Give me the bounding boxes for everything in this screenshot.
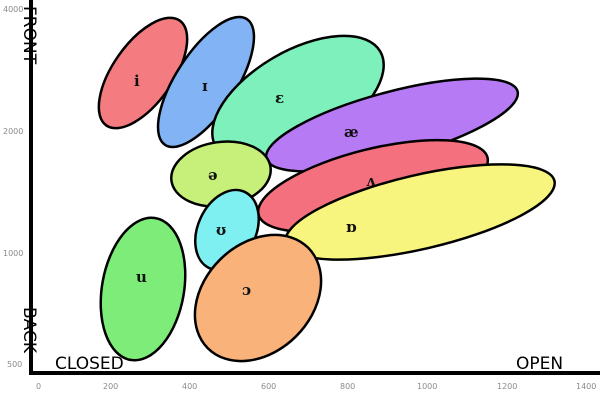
y-axis-label-back: BACK <box>19 307 39 354</box>
x-tick-label: 200 <box>103 382 118 391</box>
vowel-label-ɛ: ɛ <box>275 89 284 107</box>
x-tick-label: 0 <box>36 382 41 391</box>
vowel-label-ə: ə <box>208 166 218 184</box>
vowel-label-ʊ: ʊ <box>216 221 226 239</box>
x-axis-label-closed: CLOSED <box>55 354 124 374</box>
x-tick-label: 800 <box>340 382 355 391</box>
y-tick-label: 2000 <box>3 127 23 136</box>
x-tick-label: 1200 <box>497 382 517 391</box>
x-tick-label: 1000 <box>417 382 437 391</box>
vowel-label-ʌ: ʌ <box>366 172 376 190</box>
vowel-region-u-fill <box>99 216 187 362</box>
x-tick-label: 600 <box>261 382 276 391</box>
x-axis-label-open: OPEN <box>516 354 563 374</box>
vowel-label-ɪ: ɪ <box>202 77 208 95</box>
vowel-label-i: i <box>134 72 140 90</box>
y-axis-label-front: FRONT <box>19 6 39 65</box>
y-tick-label: 1000 <box>3 249 23 258</box>
x-tick-label: 400 <box>182 382 197 391</box>
vowel-label-u: u <box>136 268 147 286</box>
vowel-region-ɔ-fill <box>193 233 323 363</box>
vowel-label-ɔ: ɔ <box>242 281 251 299</box>
vowel-region-ɔ: ɔ <box>193 233 323 363</box>
y-tick-label: 4000 <box>3 5 23 14</box>
y-tick-label: 500 <box>7 360 22 369</box>
vowel-label-æ: æ <box>344 123 359 141</box>
x-tick-label: 1400 <box>576 382 596 391</box>
vowel-region-u: u <box>99 216 187 362</box>
vowel-label-ɒ: ɒ <box>346 218 357 236</box>
